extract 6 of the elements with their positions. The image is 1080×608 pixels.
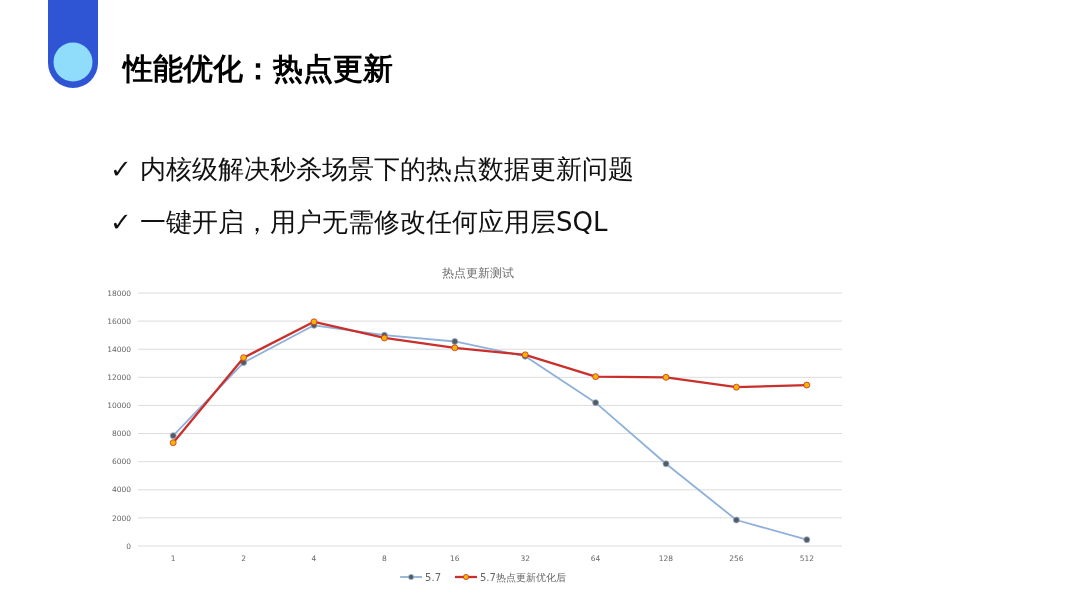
- text: ✓ 一键开启，用户无需修改任何应用层SQL: [110, 207, 609, 237]
- chart-title: 性能优化：热点更新: [121, 51, 393, 86]
- chart-subtitle: 热点更新测试: [442, 266, 514, 280]
- legend-label: 5.7热点更新优化后: [480, 571, 566, 583]
- text: ✓ 内核级解决秒杀场景下的热点数据更新问题: [110, 154, 635, 184]
- legend-label: 5.7: [425, 571, 441, 583]
